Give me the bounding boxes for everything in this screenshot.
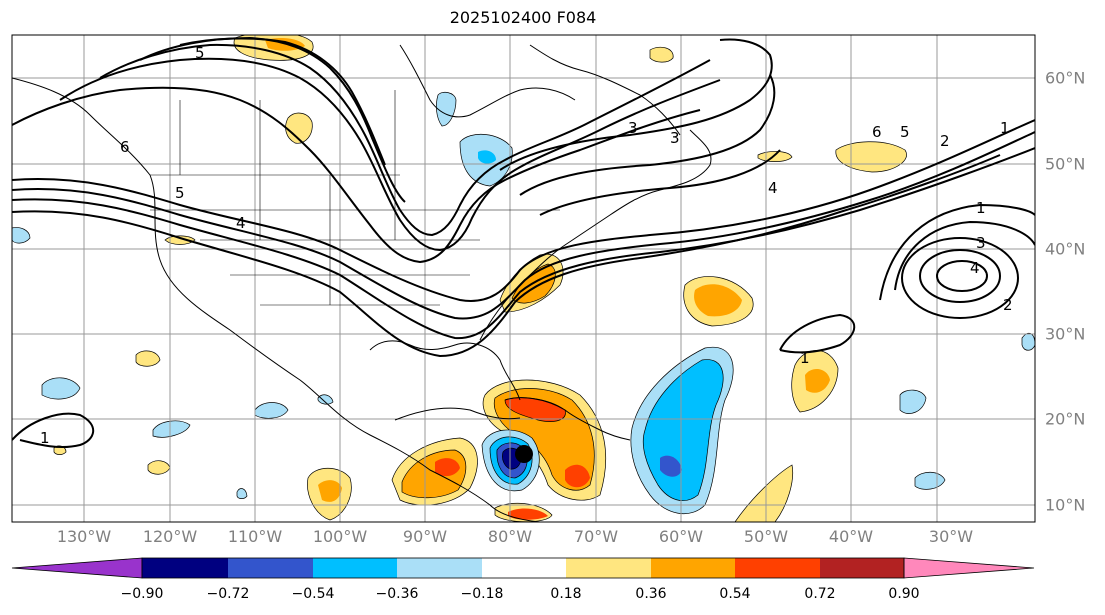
lon-label: 70°W: [573, 527, 619, 546]
lon-label: 80°W: [487, 527, 533, 546]
colorbar-tick-label: −0.72: [206, 586, 250, 602]
contour-label: 5: [900, 123, 910, 141]
colorbar-tick-label: −0.90: [120, 586, 164, 602]
fill-orange-atl-e: [805, 368, 830, 393]
contour-label: 1: [800, 349, 810, 367]
contour-label: 5: [175, 184, 185, 202]
fill-lightblue-pac-1: [41, 377, 81, 400]
lat-label: 30°N: [1045, 324, 1086, 344]
fill-lightblue-pac-2: [254, 402, 289, 419]
contour-label: 6: [872, 123, 882, 141]
colorbar-segment: [482, 558, 566, 578]
fill-lightblue-pac-5: [236, 488, 248, 499]
fill-yellow-ne: [649, 46, 674, 63]
lon-label: 100°W: [312, 527, 368, 546]
colorbar-segment: [651, 558, 735, 578]
colorbar-tick-label: −0.54: [291, 586, 335, 602]
map-content: 1 2 5 6 3 4 3 1 3 4 2 1 5 4 6 5 1: [12, 35, 1035, 522]
contour-label: 5: [195, 44, 205, 62]
fill-lightblue-atl-e2: [914, 471, 946, 490]
contour-labels: 1 2 5 6 3 4 3 1 3 4 2 1 5 4 6 5 1: [40, 44, 1013, 447]
colorbar-segment: [313, 558, 397, 578]
colorbar-segment: [820, 558, 904, 578]
colorbar-extend-high: [903, 557, 1035, 579]
fill-red-panama: [508, 508, 548, 520]
lat-label: 20°N: [1045, 409, 1086, 429]
colorbar-extend-low: [11, 557, 143, 579]
contour-label: 4: [768, 179, 778, 197]
colorbar-tick-label: 0.90: [888, 586, 920, 602]
fill-yellow-atl-se: [734, 464, 794, 522]
lon-label: 130°W: [56, 527, 112, 546]
fill-yellow-lab: [757, 151, 793, 162]
fill-lightblue-atl-e3: [1021, 332, 1035, 351]
lon-label: 30°W: [928, 527, 974, 546]
colorbar-tick-label: 0.18: [550, 586, 582, 602]
fill-lightblue-atl-e1: [899, 389, 927, 414]
coastlines: [12, 44, 712, 522]
contours: [12, 36, 1035, 449]
contour-label: 3: [976, 234, 986, 252]
fill-lightblue-hudson: [436, 91, 457, 127]
lon-label: 60°W: [658, 527, 704, 546]
contour-label: 2: [940, 132, 950, 150]
fill-orange-atl-mid: [694, 284, 742, 317]
fill-orange-mex: [318, 480, 342, 502]
fill-medblue-atl-big: [660, 455, 682, 477]
lon-label: 50°W: [743, 527, 789, 546]
fill-red-central-am: [435, 458, 460, 477]
colorbar-segment: [228, 558, 313, 578]
contour-label: 6: [120, 138, 130, 156]
lon-label: 90°W: [402, 527, 448, 546]
contour-label: 1: [976, 199, 986, 217]
lat-label: 60°N: [1045, 68, 1086, 88]
map-title: 2025102400 F084: [449, 8, 597, 27]
lon-label: 110°W: [227, 527, 283, 546]
colorbar: [11, 557, 1035, 579]
lat-label: 50°N: [1045, 154, 1086, 174]
storm-center-marker: [515, 445, 533, 463]
fill-yellow-atl-n: [835, 141, 907, 173]
anomaly-fills: [12, 35, 1035, 522]
fill-yellow-alberta: [285, 112, 313, 144]
colorbar-segment: [735, 558, 820, 578]
fill-red-carib: [565, 464, 590, 488]
fill-blue-ontario: [478, 150, 496, 164]
fill-lightblue-pac-4: [152, 420, 191, 438]
contour-label: 3: [670, 129, 680, 147]
colorbar-segment: [566, 558, 651, 578]
lat-label: 10°N: [1045, 495, 1086, 515]
lat-label: 40°N: [1045, 239, 1086, 259]
contour-label: 4: [236, 214, 246, 232]
fill-yellow-pac-s: [147, 460, 171, 475]
contour-label: 2: [1003, 296, 1013, 314]
contour-label: 1: [1000, 119, 1010, 137]
fill-yellow-baja: [135, 350, 161, 367]
fill-lightblue-pac-w: [12, 227, 31, 244]
colorbar-tick-label: 0.72: [804, 586, 836, 602]
colorbar-tick-label: 0.54: [719, 586, 751, 602]
lon-label: 40°W: [828, 527, 874, 546]
contour-label: 3: [628, 119, 638, 137]
colorbar-segment: [397, 558, 482, 578]
colorbar-segment: [142, 558, 228, 578]
contour-label: 1: [40, 429, 50, 447]
colorbar-tick-label: −0.36: [375, 586, 419, 602]
contour-label: 4: [970, 259, 980, 277]
map-frame: [11, 34, 1036, 523]
lon-label: 120°W: [142, 527, 198, 546]
colorbar-tick-label: −0.18: [460, 586, 504, 602]
colorbar-tick-label: 0.36: [635, 586, 667, 602]
colorbar-outline: [141, 557, 905, 579]
fill-lightblue-pac-3: [317, 394, 334, 405]
